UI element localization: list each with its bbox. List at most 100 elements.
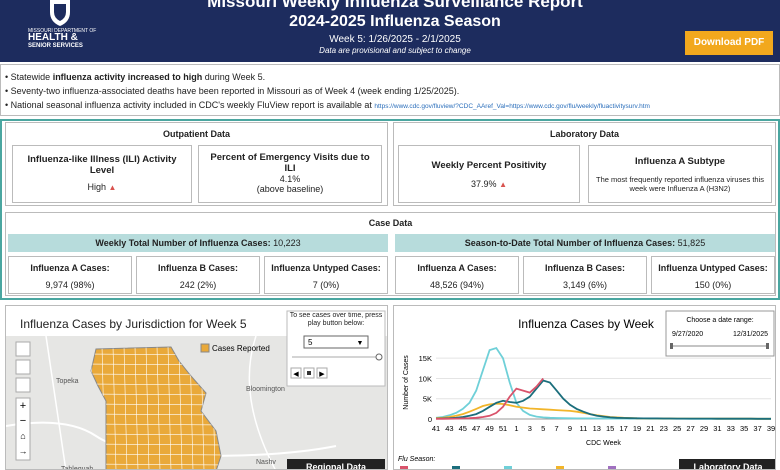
download-button[interactable]: Download PDF	[685, 31, 773, 55]
text: National seasonal influenza activity inc…	[10, 100, 375, 110]
panel-title: Laboratory Data	[549, 129, 620, 139]
place-label: Tahlequah	[61, 466, 93, 470]
panel-title: Case Data	[368, 218, 413, 228]
season: 2024-2025 Influenza Season	[289, 13, 501, 30]
x-tick-label: 9	[568, 424, 572, 433]
svg-text:▼: ▼	[357, 340, 364, 347]
chart-title: Influenza Cases by Week	[518, 317, 655, 331]
map: + − ⌂ → ▼ ◀ ▶ Influenza Cases by Jurisdictio…	[6, 306, 387, 470]
value: 9,974 (98%)	[45, 280, 95, 290]
label: Weekly Total Number of Influenza Cases:	[95, 238, 271, 248]
x-tick-label: 1	[514, 424, 518, 433]
svg-text:−: −	[20, 415, 26, 427]
county-border	[145, 347, 150, 469]
logo-icon	[50, 0, 70, 26]
case-cell: Influenza Untyped Cases: 7 (0%)	[264, 256, 388, 294]
ili-card: Influenza-like Illness (ILI) Activity Le…	[12, 145, 192, 203]
control-text: To see cases over time, press play butto…	[289, 312, 383, 327]
bullet: • Seventy-two influenza-associated death…	[5, 86, 460, 96]
case-cell: Influenza A Cases: 9,974 (98%)	[8, 256, 132, 294]
place-label: Bloomington	[246, 386, 285, 393]
series-line	[435, 379, 771, 420]
season-bar: Season-to-Date Total Number of Influenza…	[395, 234, 775, 252]
x-tick-label: 49	[485, 424, 493, 433]
place-label: Topeka	[56, 378, 79, 385]
x-tick-label: 39	[767, 424, 775, 433]
x-tick-label: 45	[459, 424, 467, 433]
legend-label: Cases Reported	[212, 344, 270, 353]
legend-swatch	[400, 466, 408, 469]
date-range-label: Choose a date range:	[686, 317, 753, 324]
x-tick-label: 37	[753, 424, 761, 433]
x-tick-label: 31	[713, 424, 721, 433]
label: Influenza Untyped Cases:	[658, 263, 768, 273]
outpatient-panel: Outpatient Data Influenza-like Illness (…	[5, 122, 388, 206]
value: 7 (0%)	[312, 280, 340, 290]
x-tick-label: 5	[541, 424, 545, 433]
x-tick-label: 13	[593, 424, 601, 433]
note: (above baseline)	[256, 184, 324, 194]
x-axis-label: CDC Week	[586, 440, 621, 447]
value: 51,825	[677, 238, 706, 248]
week-select: 5	[308, 338, 313, 347]
x-tick-label: 17	[619, 424, 627, 433]
legend-title: Flu Season:	[398, 456, 435, 463]
y-tick-label: 0	[428, 415, 432, 424]
label: Percent of Emergency Visits due to ILI	[210, 152, 370, 174]
x-tick-label: 21	[646, 424, 654, 433]
legend-swatch	[452, 466, 460, 469]
text: influenza activity increased to high	[52, 72, 203, 82]
bullets: • Statewide influenza activity increased…	[0, 64, 780, 116]
county-border	[134, 347, 139, 469]
map-title: Influenza Cases by Jurisdiction for Week…	[20, 317, 247, 331]
case-cell: Influenza B Cases: 3,149 (6%)	[523, 256, 647, 294]
county-border	[91, 423, 221, 426]
label: Influenza Untyped Cases:	[271, 263, 381, 273]
date-end: 12/31/2025	[733, 331, 768, 338]
x-tick-label: 7	[555, 424, 559, 433]
label: Influenza B Cases:	[157, 263, 239, 273]
ed-card: Percent of Emergency Visits due to ILI 4.…	[198, 145, 382, 203]
legend-swatch	[608, 466, 616, 469]
x-tick-label: 41	[432, 424, 440, 433]
x-tick-label: 15	[606, 424, 614, 433]
place-label: Nashv	[256, 459, 276, 466]
header: MISSOURI DEPARTMENT OF HEALTH & SENIOR S…	[0, 0, 780, 62]
button-bg	[287, 459, 385, 469]
map-panel: + − ⌂ → ▼ ◀ ▶ Influenza Cases by Jurisdictio…	[5, 305, 388, 470]
county-border	[178, 347, 183, 469]
legend-swatch	[504, 466, 512, 469]
label: Weekly Percent Positivity	[431, 160, 547, 171]
text: To see cases over time, press play butto…	[289, 312, 383, 327]
logo-text: HEALTH &	[28, 32, 78, 43]
x-tick-label: 33	[727, 424, 735, 433]
county-border	[91, 433, 221, 436]
county-border	[91, 453, 221, 456]
x-tick-label: 3	[528, 424, 532, 433]
x-tick-label: 23	[660, 424, 668, 433]
week: Week 5: 1/26/2025 - 2/1/2025	[329, 34, 461, 45]
title: Missouri Weekly Influenza Surveillance R…	[207, 0, 583, 11]
county-border	[156, 347, 161, 469]
chart-panel: Influenza Cases by Week Choose a date ran…	[393, 305, 776, 470]
link[interactable]: https://www.cdc.gov/fluview/?CDC_AAref_V…	[374, 103, 650, 110]
bullet: • National seasonal influenza activity i…	[5, 100, 650, 110]
legend-swatch	[556, 466, 564, 469]
x-tick-label: 27	[686, 424, 694, 433]
x-tick-label: 11	[580, 424, 588, 433]
value: 150 (0%)	[694, 280, 732, 290]
positivity-card: Weekly Percent Positivity 37.9% ▲	[398, 145, 580, 203]
x-tick-label: 29	[700, 424, 708, 433]
value: 3,149 (6%)	[562, 280, 608, 290]
y-tick-label: 10K	[419, 374, 432, 383]
bullet: • Statewide influenza activity increased…	[5, 72, 266, 82]
county-border	[91, 393, 221, 396]
x-tick-label: 35	[740, 424, 748, 433]
note: Data are provisional and subject to chan…	[319, 46, 471, 55]
y-axis-label: Number of Cases	[403, 355, 410, 410]
y-tick-label: 15K	[419, 354, 432, 363]
label: Influenza A Cases:	[30, 263, 110, 273]
county-border	[167, 347, 172, 469]
chart: Influenza Cases by Week Choose a date ran…	[398, 310, 775, 469]
